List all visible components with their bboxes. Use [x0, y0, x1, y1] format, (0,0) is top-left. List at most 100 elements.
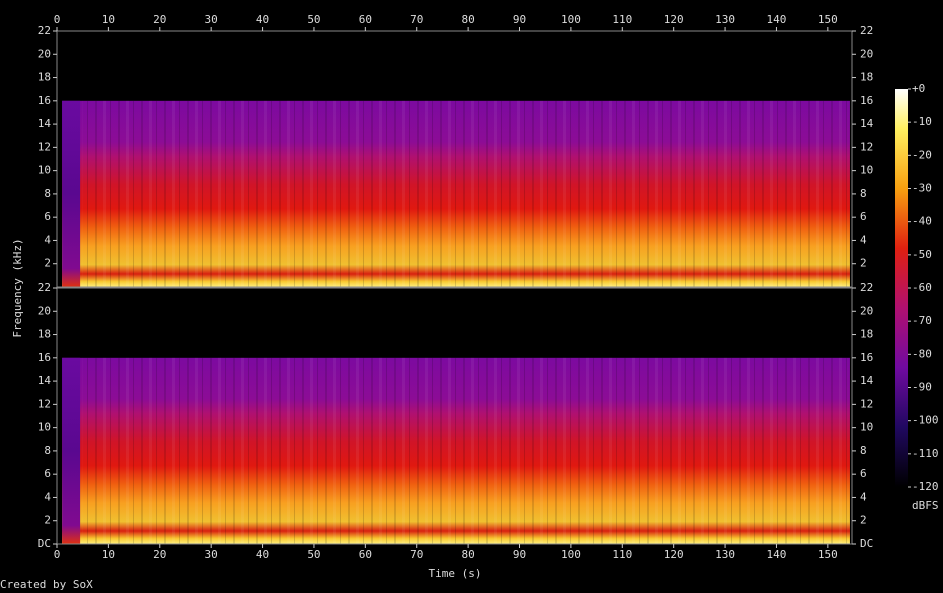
- colorbar-tick-label: -100: [912, 414, 939, 427]
- y-tick-label: 14: [38, 117, 52, 130]
- y-tick-label: 20: [38, 47, 51, 60]
- x-tick-label: 100: [561, 13, 581, 26]
- y-tick-label: 2: [44, 257, 51, 270]
- x-tick-label: 90: [513, 13, 526, 26]
- x-tick-label: 30: [205, 548, 218, 561]
- spectrum-texture: [82, 100, 850, 288]
- plot-frame: [56, 30, 853, 288]
- colorbar-tick-label: -20: [912, 148, 932, 161]
- y-axis-label: Frequency (kHz): [11, 238, 24, 337]
- y-tick-label: 18: [38, 328, 51, 341]
- y-tick-label: 18: [38, 71, 51, 84]
- y-tick-label: 16: [38, 351, 51, 364]
- y-tick-label: 20: [860, 47, 873, 60]
- y-tick-label: 4: [860, 233, 867, 246]
- y-tick-label: 18: [860, 328, 873, 341]
- y-tick-label: 10: [860, 421, 873, 434]
- x-tick-label: 20: [153, 548, 166, 561]
- x-tick-label: 110: [612, 13, 632, 26]
- x-tick-label: 30: [205, 13, 218, 26]
- y-tick-label: 20: [38, 304, 51, 317]
- x-tick-label: 120: [664, 13, 684, 26]
- colorbar-label: dBFS: [912, 499, 939, 512]
- y-tick-label: 6: [44, 467, 51, 480]
- x-tick-label: 80: [461, 548, 474, 561]
- y-tick-label: 12: [860, 397, 873, 410]
- x-tick-label: 70: [410, 13, 423, 26]
- y-tick-label: 10: [38, 164, 51, 177]
- y-tick-label: 12: [38, 140, 51, 153]
- y-tick-label: 2: [44, 514, 51, 527]
- x-tick-label: 10: [102, 13, 115, 26]
- y-tick-label: 12: [860, 140, 873, 153]
- y-tick-label: DC: [860, 537, 873, 550]
- x-tick-label: 70: [410, 548, 423, 561]
- x-axis-label: Time (s): [429, 567, 482, 580]
- x-tick-label: 40: [256, 548, 269, 561]
- y-tick-label: 22: [860, 281, 873, 294]
- lead-in: [62, 100, 81, 288]
- y-tick-label: 2: [860, 257, 867, 270]
- colorbar-tick-label: -50: [912, 248, 932, 261]
- y-tick-label: 14: [38, 374, 52, 387]
- colorbar-tick-label: -110: [912, 447, 939, 460]
- x-tick-label: 20: [153, 13, 166, 26]
- colorbar-tick-label: -10: [912, 115, 932, 128]
- x-tick-label: 60: [359, 13, 372, 26]
- x-tick-label: 130: [715, 548, 735, 561]
- y-tick-label: 16: [860, 351, 873, 364]
- y-tick-label: 18: [860, 71, 873, 84]
- y-tick-label: 22: [38, 24, 51, 37]
- plot-frame: [56, 287, 853, 545]
- y-tick-label: 8: [860, 444, 867, 457]
- y-tick-label: 14: [860, 117, 874, 130]
- x-tick-label: 90: [513, 548, 526, 561]
- x-tick-label: 80: [461, 13, 474, 26]
- y-tick-label: 8: [44, 444, 51, 457]
- y-tick-label: 6: [860, 210, 867, 223]
- colorbar-tick-label: -120: [912, 480, 939, 493]
- x-tick-label: 50: [307, 13, 320, 26]
- colorbar-tick-label: -80: [912, 347, 932, 360]
- y-tick-label: 16: [860, 94, 873, 107]
- y-tick-label: 16: [38, 94, 51, 107]
- x-tick-label: 60: [359, 548, 372, 561]
- x-tick-label: 110: [612, 548, 632, 561]
- y-tick-label: 10: [38, 421, 51, 434]
- y-tick-label: 8: [860, 187, 867, 200]
- colorbar-tick-label: -30: [912, 182, 932, 195]
- y-tick-label: 20: [860, 304, 873, 317]
- spectrum-texture: [82, 357, 850, 544]
- credit: Created by SoX: [0, 578, 93, 591]
- y-tick-label: 14: [860, 374, 874, 387]
- colorbar-tick-label: +0: [912, 82, 925, 95]
- x-tick-label: 0: [54, 548, 61, 561]
- x-tick-label: 150: [818, 13, 838, 26]
- y-tick-label: 4: [860, 490, 867, 503]
- x-tick-label: 100: [561, 548, 581, 561]
- x-tick-label: 140: [767, 548, 787, 561]
- y-tick-label: 22: [860, 24, 873, 37]
- x-tick-label: 10: [102, 548, 115, 561]
- y-tick-label: 4: [44, 490, 51, 503]
- y-tick-label: 12: [38, 397, 51, 410]
- y-tick-label: 8: [44, 187, 51, 200]
- lead-in: [62, 357, 81, 544]
- y-tick-label: DC: [38, 537, 51, 550]
- colorbar: [895, 89, 908, 487]
- colorbar-tick-label: -60: [912, 281, 932, 294]
- y-tick-label: 6: [860, 467, 867, 480]
- y-tick-label: 4: [44, 233, 51, 246]
- x-tick-label: 140: [767, 13, 787, 26]
- y-tick-label: 2: [860, 514, 867, 527]
- x-tick-label: 0: [54, 13, 61, 26]
- y-tick-label: 6: [44, 210, 51, 223]
- x-tick-label: 150: [818, 548, 838, 561]
- colorbar-tick-label: -70: [912, 314, 932, 327]
- x-tick-label: 40: [256, 13, 269, 26]
- colorbar-tick-label: -40: [912, 215, 932, 228]
- y-tick-label: 10: [860, 164, 873, 177]
- x-tick-label: 130: [715, 13, 735, 26]
- x-tick-label: 50: [307, 548, 320, 561]
